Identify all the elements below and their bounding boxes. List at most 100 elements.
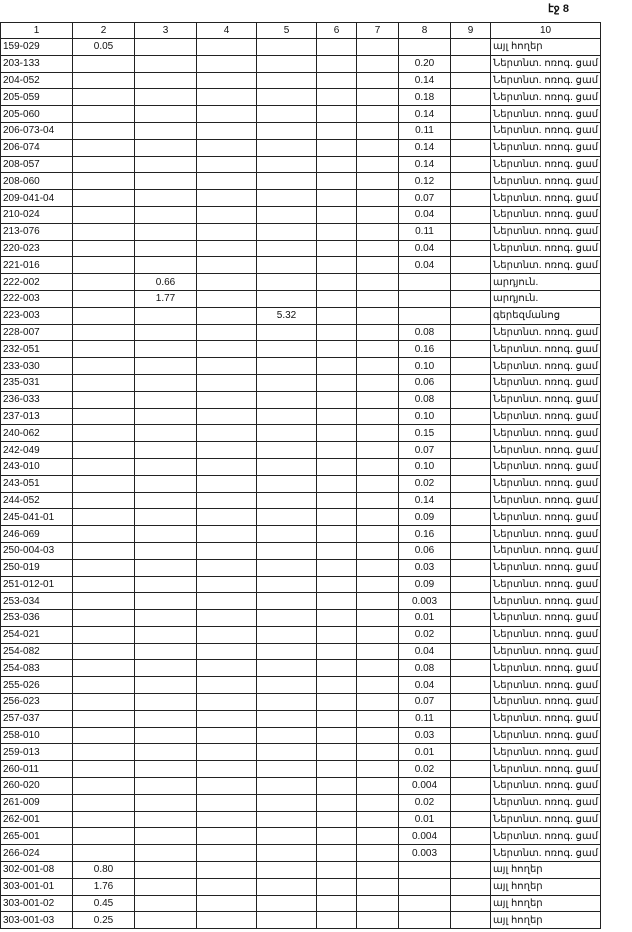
table-row: 159-029 0.05 այլ հողեր [0,38,601,56]
area-cell [196,340,257,359]
area-cell [72,558,135,577]
area-cell [256,172,317,191]
area-cell [316,474,357,493]
parcel-code: 213-076 [0,222,73,241]
area-cell [256,709,317,728]
area-cell [450,306,491,325]
area-cell: 0.11 [398,121,451,140]
area-cell [196,424,257,443]
area-cell [316,575,357,594]
page-label: էջ 8 [548,3,569,15]
area-cell [196,810,257,829]
area-cell [256,659,317,678]
area-cell [72,189,135,207]
area-cell: 0.03 [398,558,451,577]
area-cell [134,407,197,426]
area-cell [134,894,197,913]
land-type: Ներտնտ. ոռոգ. ցամ [490,256,601,275]
area-cell [134,743,197,762]
area-cell [72,777,135,795]
land-type: Ներտնտ. ոռոգ. ցամ [490,541,601,560]
area-cell: 0.10 [398,457,451,476]
area-cell [450,54,491,73]
land-type: Ներտնտ. ոռոգ. ցամ [490,810,601,829]
area-cell [196,894,257,913]
area-cell [134,508,197,527]
area-cell [196,189,257,207]
area-cell [196,575,257,594]
area-cell [72,525,135,543]
area-cell [356,642,399,661]
table-row: 206-074 0.14 Ներտնտ. ոռոգ. ցամ [0,138,601,157]
land-type: Ներտնտ. ոռոգ. ցամ [490,407,601,426]
area-cell [316,726,357,745]
land-type: Ներտնտ. ոռոգ. ցամ [490,441,601,459]
area-cell [256,121,317,140]
area-cell [196,407,257,426]
area-cell [316,793,357,812]
table-row: 222-002 0.66 արդյուն. [0,273,601,291]
area-cell [72,827,135,846]
area-cell [256,760,317,779]
parcel-code: 206-073-04 [0,121,73,140]
area-cell [134,357,197,375]
area-cell [356,457,399,476]
area-cell [356,575,399,594]
area-cell [316,861,357,879]
area-cell [72,306,135,325]
parcel-code: 222-002 [0,273,73,291]
land-type: արդյուն. [490,289,601,308]
table-row: 232-051 0.16 Ներտնտ. ոռոգ. ցամ [0,340,601,359]
area-cell [196,205,257,224]
area-cell [316,441,357,459]
header-row: 1 2 3 4 5 6 7 8 9 10 [0,22,601,39]
area-cell [134,474,197,493]
table-row: 209-041-04 0.07 Ներտնտ. ոռոգ. ցամ [0,189,601,207]
area-cell [196,239,257,258]
area-cell [356,88,399,107]
land-type: Ներտնտ. ոռոգ. ցամ [490,172,601,191]
area-cell [134,625,197,644]
area-cell [256,609,317,627]
area-cell [356,256,399,275]
area-cell [256,541,317,560]
parcel-code: 204-052 [0,71,73,90]
area-cell [316,38,357,56]
area-cell: 0.16 [398,525,451,543]
area-cell [196,138,257,157]
area-cell: 0.25 [72,911,135,930]
area-cell [256,407,317,426]
area-cell [134,373,197,392]
area-cell [450,289,491,308]
area-cell [72,491,135,510]
table-row: 208-057 0.14 Ներտնտ. ոռոգ. ցամ [0,155,601,174]
area-cell [256,239,317,258]
area-cell [256,693,317,711]
area-cell [450,575,491,594]
land-type: Ներտնտ. ոռոգ. ցամ [490,424,601,443]
area-cell [196,861,257,879]
area-cell [256,525,317,543]
area-cell [356,424,399,443]
area-cell [134,642,197,661]
area-cell [134,323,197,342]
area-cell: 0.004 [398,777,451,795]
area-cell [356,709,399,728]
area-cell [450,592,491,611]
area-cell [356,172,399,191]
area-cell [72,659,135,678]
area-cell: 0.01 [398,609,451,627]
land-type: Ներտնտ. ոռոգ. ցամ [490,222,601,241]
area-cell [72,541,135,560]
area-cell [134,239,197,258]
parcel-code: 254-082 [0,642,73,661]
area-cell [316,138,357,157]
land-type: Ներտնտ. ոռոգ. ցամ [490,155,601,174]
area-cell [196,54,257,73]
area-cell [72,844,135,863]
area-cell [356,625,399,644]
land-type: Ներտնտ. ոռոգ. ցամ [490,205,601,224]
land-type: Ներտնտ. ոռոգ. ցամ [490,793,601,812]
land-type: Ներտնտ. ոռոգ. ցամ [490,558,601,577]
area-cell: 1.77 [134,289,197,308]
